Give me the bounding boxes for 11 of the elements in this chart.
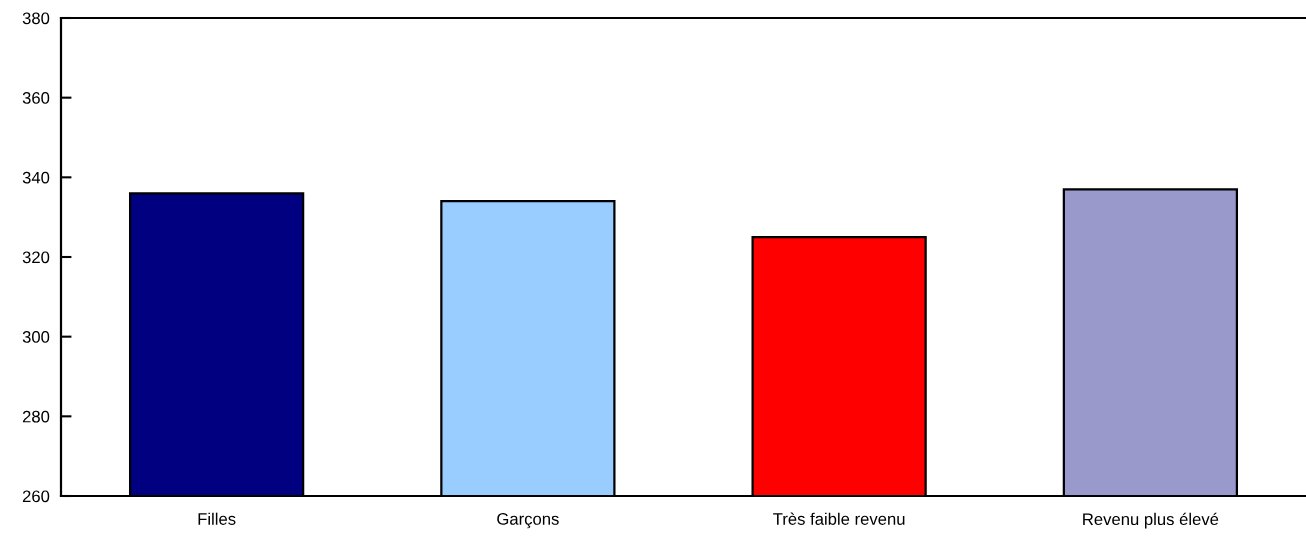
y-tick-label: 380: [22, 12, 50, 25]
y-tick-label: 260: [22, 490, 50, 503]
y-tick-label: 300: [22, 331, 50, 343]
y-tick-label: 320: [22, 251, 50, 264]
y-tick-label: 360: [22, 92, 50, 104]
x-tick-label: Revenu plus élevé: [1083, 512, 1219, 529]
x-tick-label: Très faible revenu: [773, 512, 905, 525]
x-tick-label: Filles: [198, 512, 236, 525]
y-tick-label: 340: [22, 171, 50, 184]
x-tick-label: Garçons: [497, 513, 559, 529]
y-tick-label: 280: [22, 410, 50, 423]
